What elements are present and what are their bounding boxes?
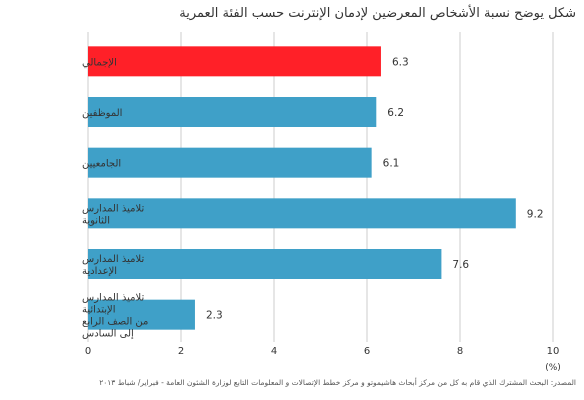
category-label: تلاميذ المدارس الثانوية bbox=[82, 203, 144, 226]
x-tick-label: 10 bbox=[547, 346, 560, 357]
bars bbox=[88, 46, 516, 330]
category-label: تلاميذ المدارس الإعدادية bbox=[82, 254, 144, 277]
bar bbox=[88, 97, 377, 127]
labels: 0 2 4 6 8 10 (%) 6.3 الإجمالي 6.2 الموظفين 6.1 الجام… bbox=[82, 56, 561, 373]
x-tick-label: 0 bbox=[85, 346, 91, 357]
bar bbox=[88, 46, 381, 77]
category-label-line: الموظفين bbox=[82, 108, 122, 119]
x-tick-label: 6 bbox=[364, 346, 370, 357]
category-label-line: تلاميذ المدارس bbox=[82, 203, 144, 214]
value-label: 6.2 bbox=[387, 107, 404, 119]
bar bbox=[88, 147, 372, 178]
value-label: 6.1 bbox=[383, 158, 400, 170]
bar bbox=[88, 299, 195, 330]
value-label: 6.3 bbox=[392, 56, 409, 68]
category-label-line: الإبتدائية bbox=[82, 305, 115, 316]
category-label-line: الجامعيين bbox=[82, 159, 121, 170]
category-label-line: الإعدادية bbox=[82, 266, 117, 277]
category-label-line: الإجمالي bbox=[82, 57, 117, 68]
grid-lines bbox=[87, 32, 554, 342]
bar bbox=[88, 198, 516, 229]
category-label: تلاميذ المدارس الإبتدائية من الصف الرابع إل… bbox=[82, 293, 148, 340]
category-label-line: تلاميذ المدارس bbox=[82, 293, 144, 304]
x-tick-label: 2 bbox=[178, 346, 184, 357]
category-label: الإجمالي bbox=[82, 57, 117, 68]
category-label-line: من الصف الرابع bbox=[82, 317, 148, 328]
value-label: 7.6 bbox=[452, 259, 469, 271]
category-label-line: تلاميذ المدارس bbox=[82, 254, 144, 265]
category-label: الموظفين bbox=[82, 108, 122, 119]
source-note: المصدر: البحث المشترك الذي قام به كل من … bbox=[99, 378, 576, 387]
value-label: 2.3 bbox=[206, 310, 223, 322]
x-axis-unit: (%) bbox=[545, 363, 561, 373]
value-label: 9.2 bbox=[527, 208, 544, 220]
x-tick-label: 8 bbox=[457, 346, 463, 357]
category-label-line: إلى السادس bbox=[82, 329, 134, 340]
x-tick-label: 4 bbox=[271, 346, 277, 357]
category-label-line: الثانوية bbox=[82, 215, 110, 226]
category-label: الجامعيين bbox=[82, 159, 121, 170]
bar bbox=[88, 249, 442, 279]
chart-title: شكل يوضح نسبة الأشخاص المعرضين لإدمان ال… bbox=[179, 6, 576, 21]
